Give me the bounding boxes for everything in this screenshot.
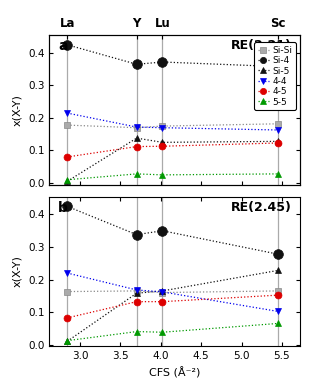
Text: RE(2.21): RE(2.21) xyxy=(231,40,292,53)
Text: b: b xyxy=(58,201,68,215)
X-axis label: CFS (Å⁻²): CFS (Å⁻²) xyxy=(149,366,200,378)
Text: RE(2.45): RE(2.45) xyxy=(231,201,292,214)
Y-axis label: x(X-Y): x(X-Y) xyxy=(13,94,23,126)
Y-axis label: x(X-Y): x(X-Y) xyxy=(13,256,23,287)
Text: a: a xyxy=(58,40,68,54)
Legend: Si-Si, Si-4, Si-5, 4-4, 4-5, 5-5: Si-Si, Si-4, Si-5, 4-4, 4-5, 5-5 xyxy=(254,42,296,110)
